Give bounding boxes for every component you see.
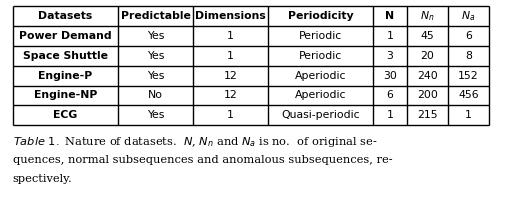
Text: Aperiodic: Aperiodic	[294, 70, 346, 81]
Text: 45: 45	[420, 31, 434, 41]
Text: Predictable: Predictable	[121, 11, 190, 21]
Text: Periodic: Periodic	[298, 51, 342, 61]
Text: 8: 8	[465, 51, 472, 61]
Text: Periodicity: Periodicity	[288, 11, 353, 21]
Text: Yes: Yes	[147, 31, 164, 41]
Text: Yes: Yes	[147, 70, 164, 81]
Text: 1: 1	[227, 51, 233, 61]
Text: spectively.: spectively.	[13, 174, 73, 184]
Text: 1: 1	[465, 110, 472, 120]
Text: 1: 1	[227, 31, 233, 41]
Text: Dimensions: Dimensions	[195, 11, 266, 21]
Text: Power Demand: Power Demand	[19, 31, 112, 41]
Text: quences, normal subsequences and anomalous subsequences, re-: quences, normal subsequences and anomalo…	[13, 155, 392, 165]
Text: Aperiodic: Aperiodic	[294, 90, 346, 100]
Text: $\it{Table\ 1.}$ Nature of datasets.  $N$, $N_n$ and $N_a$ is no.  of original s: $\it{Table\ 1.}$ Nature of datasets. $N$…	[13, 135, 377, 149]
Text: Yes: Yes	[147, 110, 164, 120]
Text: 12: 12	[223, 70, 237, 81]
Text: 6: 6	[465, 31, 472, 41]
Text: No: No	[148, 90, 163, 100]
Text: Datasets: Datasets	[38, 11, 93, 21]
Text: Engine-NP: Engine-NP	[34, 90, 97, 100]
Text: 6: 6	[387, 90, 393, 100]
Text: 1: 1	[387, 31, 393, 41]
Text: Periodic: Periodic	[298, 31, 342, 41]
Text: N: N	[386, 11, 394, 21]
Text: 1: 1	[227, 110, 233, 120]
Text: $N_n$: $N_n$	[420, 9, 434, 23]
Text: Yes: Yes	[147, 51, 164, 61]
Text: Engine-P: Engine-P	[38, 70, 93, 81]
Text: Space Shuttle: Space Shuttle	[23, 51, 108, 61]
Text: $N_a$: $N_a$	[461, 9, 476, 23]
Text: ECG: ECG	[53, 110, 78, 120]
Text: 152: 152	[458, 70, 479, 81]
Text: 12: 12	[223, 90, 237, 100]
Text: 3: 3	[387, 51, 393, 61]
Text: 456: 456	[458, 90, 479, 100]
Text: 215: 215	[417, 110, 437, 120]
Text: 200: 200	[417, 90, 438, 100]
Text: 240: 240	[417, 70, 438, 81]
Text: 1: 1	[387, 110, 393, 120]
Text: Quasi-periodic: Quasi-periodic	[281, 110, 360, 120]
Text: 30: 30	[383, 70, 397, 81]
Text: 20: 20	[420, 51, 434, 61]
